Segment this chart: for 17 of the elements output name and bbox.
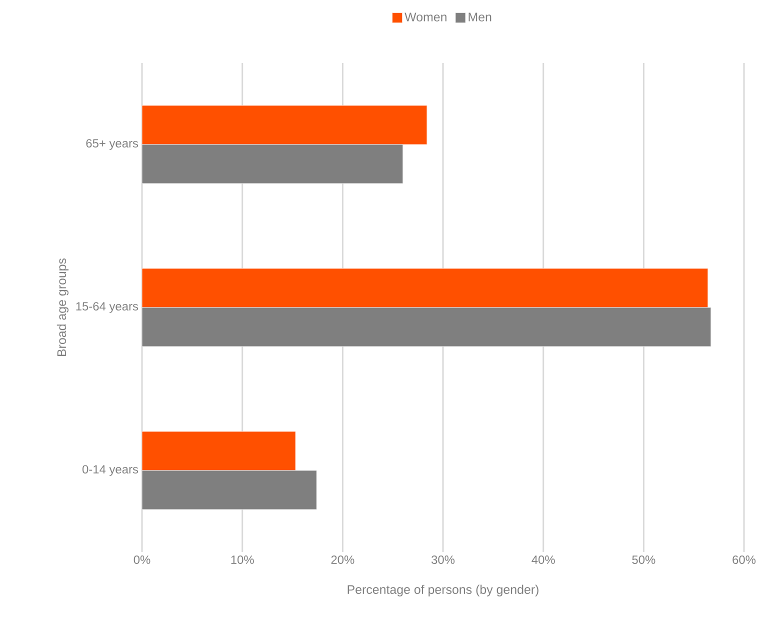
bar xyxy=(142,268,708,308)
x-tick-label: 20% xyxy=(331,556,354,564)
bar xyxy=(142,105,428,145)
x-tick-label: 40% xyxy=(532,556,555,564)
x-tick-label: 0% xyxy=(134,556,150,564)
bar xyxy=(142,431,296,471)
x-axis-title: Percentage of persons (by gender) xyxy=(348,584,538,596)
y-tick-label: 15-64 years xyxy=(76,302,138,313)
legend-label: Women xyxy=(404,12,446,22)
x-tick-label: 10% xyxy=(231,556,254,564)
x-tick-label: 50% xyxy=(632,556,656,564)
x-tick-label: 60% xyxy=(732,556,756,564)
x-tick-label: 30% xyxy=(432,556,455,564)
legend-label: Men xyxy=(468,12,492,22)
y-axis-title: Broad age groups xyxy=(56,258,69,356)
y-tick-label: 65+ years xyxy=(86,139,138,150)
y-tick-label: 0-14 years xyxy=(82,465,138,476)
